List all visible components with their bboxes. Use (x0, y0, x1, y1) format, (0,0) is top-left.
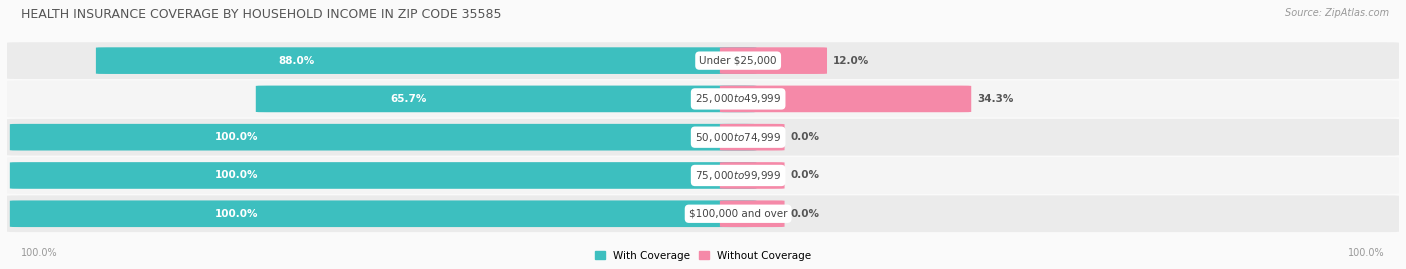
Text: $50,000 to $74,999: $50,000 to $74,999 (695, 131, 782, 144)
FancyBboxPatch shape (720, 86, 972, 112)
Text: 100.0%: 100.0% (215, 171, 257, 180)
Text: 88.0%: 88.0% (278, 56, 315, 66)
Text: 100.0%: 100.0% (1348, 248, 1385, 258)
FancyBboxPatch shape (720, 47, 827, 74)
FancyBboxPatch shape (720, 124, 785, 151)
Text: $25,000 to $49,999: $25,000 to $49,999 (695, 93, 782, 105)
Text: 100.0%: 100.0% (215, 209, 257, 219)
Text: 100.0%: 100.0% (21, 248, 58, 258)
Text: 0.0%: 0.0% (790, 132, 820, 142)
Text: 34.3%: 34.3% (977, 94, 1014, 104)
Text: Under $25,000: Under $25,000 (699, 56, 778, 66)
FancyBboxPatch shape (10, 162, 756, 189)
Legend: With Coverage, Without Coverage: With Coverage, Without Coverage (595, 251, 811, 261)
Text: 12.0%: 12.0% (832, 56, 869, 66)
FancyBboxPatch shape (7, 195, 1399, 232)
FancyBboxPatch shape (7, 157, 1399, 194)
Text: $75,000 to $99,999: $75,000 to $99,999 (695, 169, 782, 182)
Text: HEALTH INSURANCE COVERAGE BY HOUSEHOLD INCOME IN ZIP CODE 35585: HEALTH INSURANCE COVERAGE BY HOUSEHOLD I… (21, 8, 502, 21)
Text: 0.0%: 0.0% (790, 171, 820, 180)
Text: 0.0%: 0.0% (790, 209, 820, 219)
Text: Source: ZipAtlas.com: Source: ZipAtlas.com (1285, 8, 1389, 18)
FancyBboxPatch shape (7, 80, 1399, 117)
Text: 65.7%: 65.7% (391, 94, 426, 104)
FancyBboxPatch shape (720, 200, 785, 227)
FancyBboxPatch shape (10, 124, 756, 151)
FancyBboxPatch shape (7, 119, 1399, 155)
FancyBboxPatch shape (10, 200, 756, 227)
Text: $100,000 and over: $100,000 and over (689, 209, 787, 219)
FancyBboxPatch shape (720, 162, 785, 189)
FancyBboxPatch shape (96, 47, 756, 74)
FancyBboxPatch shape (7, 42, 1399, 79)
FancyBboxPatch shape (256, 86, 756, 112)
Text: 100.0%: 100.0% (215, 132, 257, 142)
